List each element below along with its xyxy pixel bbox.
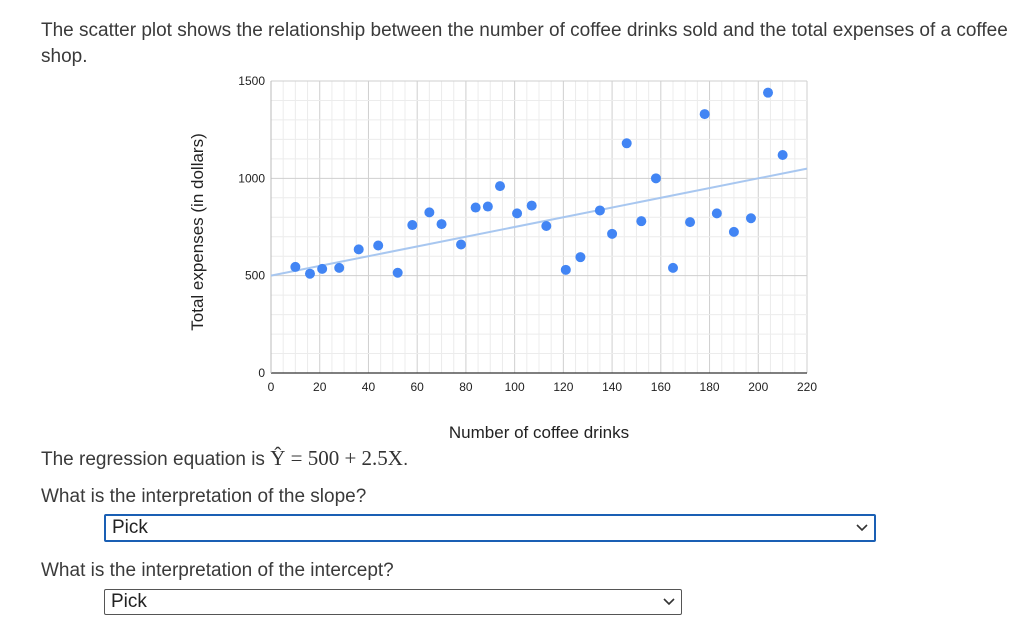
scatter-chart: 0 20 40 60 80 100 120 140 160 180 200 220 0 500 1000 15… — [188, 74, 817, 440]
x-tick-label: 180 — [700, 380, 720, 394]
scatter-point — [728, 226, 739, 237]
slope-select-value: Pick — [112, 517, 148, 538]
scatter-point — [290, 261, 301, 272]
scatter-point — [699, 109, 710, 120]
scatter-point — [353, 244, 364, 255]
chevron-down-icon — [856, 524, 868, 532]
intercept-question: What is the interpretation of the interc… — [41, 560, 394, 581]
scatter-point — [407, 220, 418, 231]
x-tick-label: 0 — [268, 380, 275, 394]
x-tick-label: 20 — [313, 380, 327, 394]
scatter-point — [456, 239, 467, 250]
y-axis-label: Total expenses (in dollars) — [188, 133, 207, 330]
scatter-point — [304, 268, 315, 279]
scatter-point — [575, 252, 586, 263]
scatter-point — [424, 207, 435, 218]
y-tick-label: 1000 — [238, 171, 265, 185]
scatter-point — [745, 213, 756, 224]
x-tick-label: 200 — [748, 380, 768, 394]
x-tick-label: 160 — [651, 380, 671, 394]
scatter-point — [373, 240, 384, 251]
scatter-point — [470, 202, 481, 213]
scatter-point — [392, 267, 403, 278]
x-tick-label: 80 — [459, 380, 473, 394]
regression-equation: Ŷ = 500 + 2.5X — [270, 446, 403, 470]
y-tick-label: 1500 — [238, 74, 265, 88]
intercept-select-value: Pick — [111, 591, 147, 612]
x-tick-label: 220 — [797, 380, 817, 394]
intro-text: The scatter plot shows the relationship … — [41, 20, 1008, 67]
regression-suffix: . — [402, 449, 409, 470]
scatter-point — [526, 200, 537, 211]
x-tick-label: 60 — [411, 380, 425, 394]
y-tick-label: 0 — [258, 366, 265, 380]
x-axis-label: Number of coffee drinks — [449, 423, 629, 440]
scatter-point — [317, 263, 328, 274]
scatter-point — [482, 201, 493, 212]
intercept-interpretation-select[interactable]: Pick — [104, 589, 682, 615]
regression-line — [270, 167, 808, 277]
scatter-point — [512, 208, 523, 219]
scatter-point — [763, 87, 774, 98]
scatter-point — [636, 216, 647, 227]
scatter-point — [621, 138, 632, 149]
x-tick-label: 140 — [602, 380, 622, 394]
scatter-point — [711, 208, 722, 219]
x-tick-label: 100 — [505, 380, 525, 394]
scatter-point — [541, 221, 552, 232]
slope-question: What is the interpretation of the slope? — [41, 486, 367, 507]
regression-prefix: The regression equation is — [41, 449, 271, 470]
scatter-point — [495, 181, 506, 192]
y-tick-label: 500 — [245, 269, 265, 283]
slope-interpretation-select[interactable]: Pick — [104, 514, 876, 542]
scatter-point — [594, 205, 605, 216]
scatter-point — [685, 217, 696, 228]
x-tick-label: 40 — [362, 380, 376, 394]
regression-statement: The regression equation is Ŷ = 500 + 2.5… — [41, 446, 408, 471]
chevron-down-icon — [663, 598, 675, 606]
x-tick-label: 120 — [553, 380, 573, 394]
scatter-point — [560, 264, 571, 275]
scatter-point — [436, 219, 447, 230]
scatter-point — [650, 173, 661, 184]
scatter-point — [334, 262, 345, 273]
scatter-point — [777, 149, 788, 160]
scatter-point — [607, 228, 618, 239]
scatter-point — [668, 262, 678, 273]
